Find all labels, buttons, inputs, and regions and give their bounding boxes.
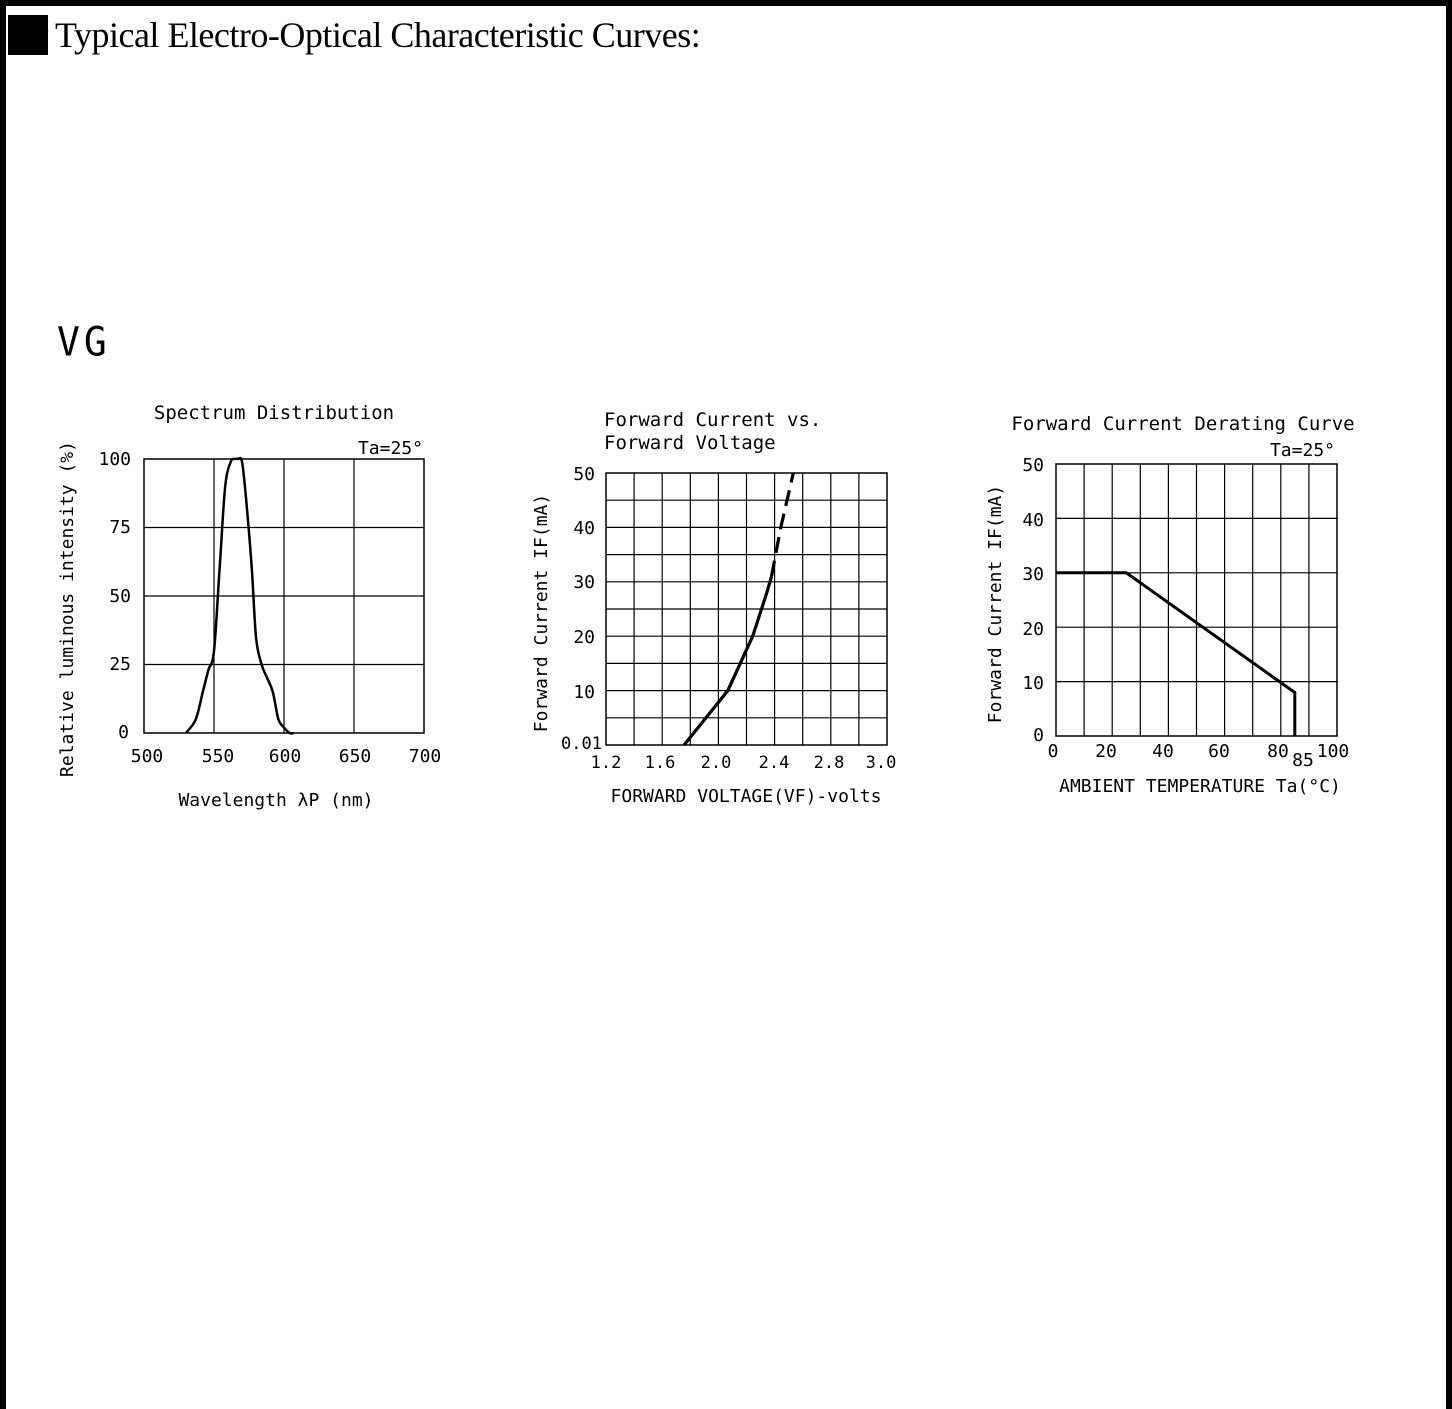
- derating-plot-frame: [1055, 463, 1338, 737]
- spectrum-series-line: [184, 456, 294, 735]
- iv-ylabel: Forward Current IF(mA): [531, 494, 552, 732]
- iv-xtick-2.4: 2.4: [759, 753, 790, 773]
- spectrum-xtick-700: 700: [409, 746, 442, 767]
- iv-title-line2: Forward Voltage: [604, 432, 776, 454]
- spectrum-xtick-550: 550: [202, 746, 235, 767]
- iv-series-solid-line: [682, 575, 774, 747]
- iv-ytick-40: 40: [573, 518, 595, 539]
- iv-ytick-10: 10: [573, 682, 595, 703]
- derating-condition: Ta=25°: [1270, 440, 1335, 461]
- derating-ytick-50: 50: [1022, 455, 1044, 476]
- derating-ytick-0: 0: [1033, 725, 1044, 746]
- iv-ytick-0.01: 0.01: [561, 734, 602, 754]
- spectrum-title: Spectrum Distribution: [154, 402, 394, 424]
- derating-ytick-40: 40: [1022, 510, 1044, 531]
- iv-ytick-50: 50: [573, 464, 595, 485]
- spectrum-ytick-100: 100: [98, 449, 131, 470]
- header-square-bullet: [8, 15, 48, 55]
- spectrum-plot-frame: [143, 458, 425, 734]
- iv-grid: [606, 473, 887, 745]
- derating-xtick-40: 40: [1152, 741, 1174, 762]
- derating-ytick-20: 20: [1022, 619, 1044, 640]
- derating-ylabel: Forward Current IF(mA): [985, 485, 1006, 723]
- derating-xtick-20: 20: [1095, 741, 1117, 762]
- derating-xtick-60: 60: [1208, 741, 1230, 762]
- iv-xtick-3.0: 3.0: [866, 753, 897, 773]
- derating-xtick-85: 85: [1292, 750, 1314, 771]
- spectrum-xtick-600: 600: [269, 746, 302, 767]
- iv-xtick-2.0: 2.0: [701, 753, 732, 773]
- spectrum-ytick-0: 0: [118, 722, 129, 743]
- spectrum-xtick-500: 500: [131, 746, 164, 767]
- derating-series-line: [1056, 571, 1297, 736]
- iv-ytick-20: 20: [573, 627, 595, 648]
- derating-xtick-0: 0: [1048, 741, 1059, 762]
- iv-chart: Forward Current vs. Forward Voltage 50 4…: [531, 409, 896, 807]
- derating-title: Forward Current Derating Curve: [1011, 413, 1354, 435]
- spectrum-ytick-75: 75: [109, 517, 131, 538]
- model-label: VG: [57, 318, 111, 366]
- page-title: Typical Electro-Optical Characteristic C…: [55, 15, 701, 55]
- iv-xtick-2.8: 2.8: [814, 753, 845, 773]
- derating-xlabel: AMBIENT TEMPERATURE Ta(°C): [1059, 776, 1341, 797]
- derating-chart: Forward Current Derating Curve Ta=25° 50…: [985, 413, 1355, 797]
- spectrum-ytick-50: 50: [109, 586, 131, 607]
- derating-xtick-100: 100: [1317, 741, 1350, 762]
- spectrum-grid: [144, 459, 424, 733]
- iv-series-group: [682, 472, 795, 747]
- spectrum-chart: Spectrum Distribution Ta=25° 100 75 50 2…: [57, 402, 441, 811]
- spectrum-ylabel: Relative luminous intensity (%): [57, 441, 78, 777]
- derating-ytick-30: 30: [1022, 564, 1044, 585]
- spectrum-ytick-25: 25: [109, 654, 131, 675]
- iv-xtick-1.2: 1.2: [591, 753, 622, 773]
- iv-series-dashed-line: [769, 472, 795, 577]
- derating-xtick-80: 80: [1267, 741, 1289, 762]
- section-header: Typical Electro-Optical Characteristic C…: [8, 12, 701, 58]
- iv-xtick-1.6: 1.6: [645, 753, 676, 773]
- iv-xlabel: FORWARD VOLTAGE(VF)-volts: [611, 786, 882, 807]
- iv-ytick-30: 30: [573, 572, 595, 593]
- spectrum-condition: Ta=25°: [358, 438, 423, 459]
- iv-plot-frame: [605, 472, 888, 746]
- spectrum-xlabel: Wavelength λP (nm): [178, 790, 373, 811]
- spectrum-xtick-650: 650: [339, 746, 372, 767]
- derating-ytick-10: 10: [1022, 673, 1044, 694]
- iv-title-line1: Forward Current vs.: [604, 409, 821, 431]
